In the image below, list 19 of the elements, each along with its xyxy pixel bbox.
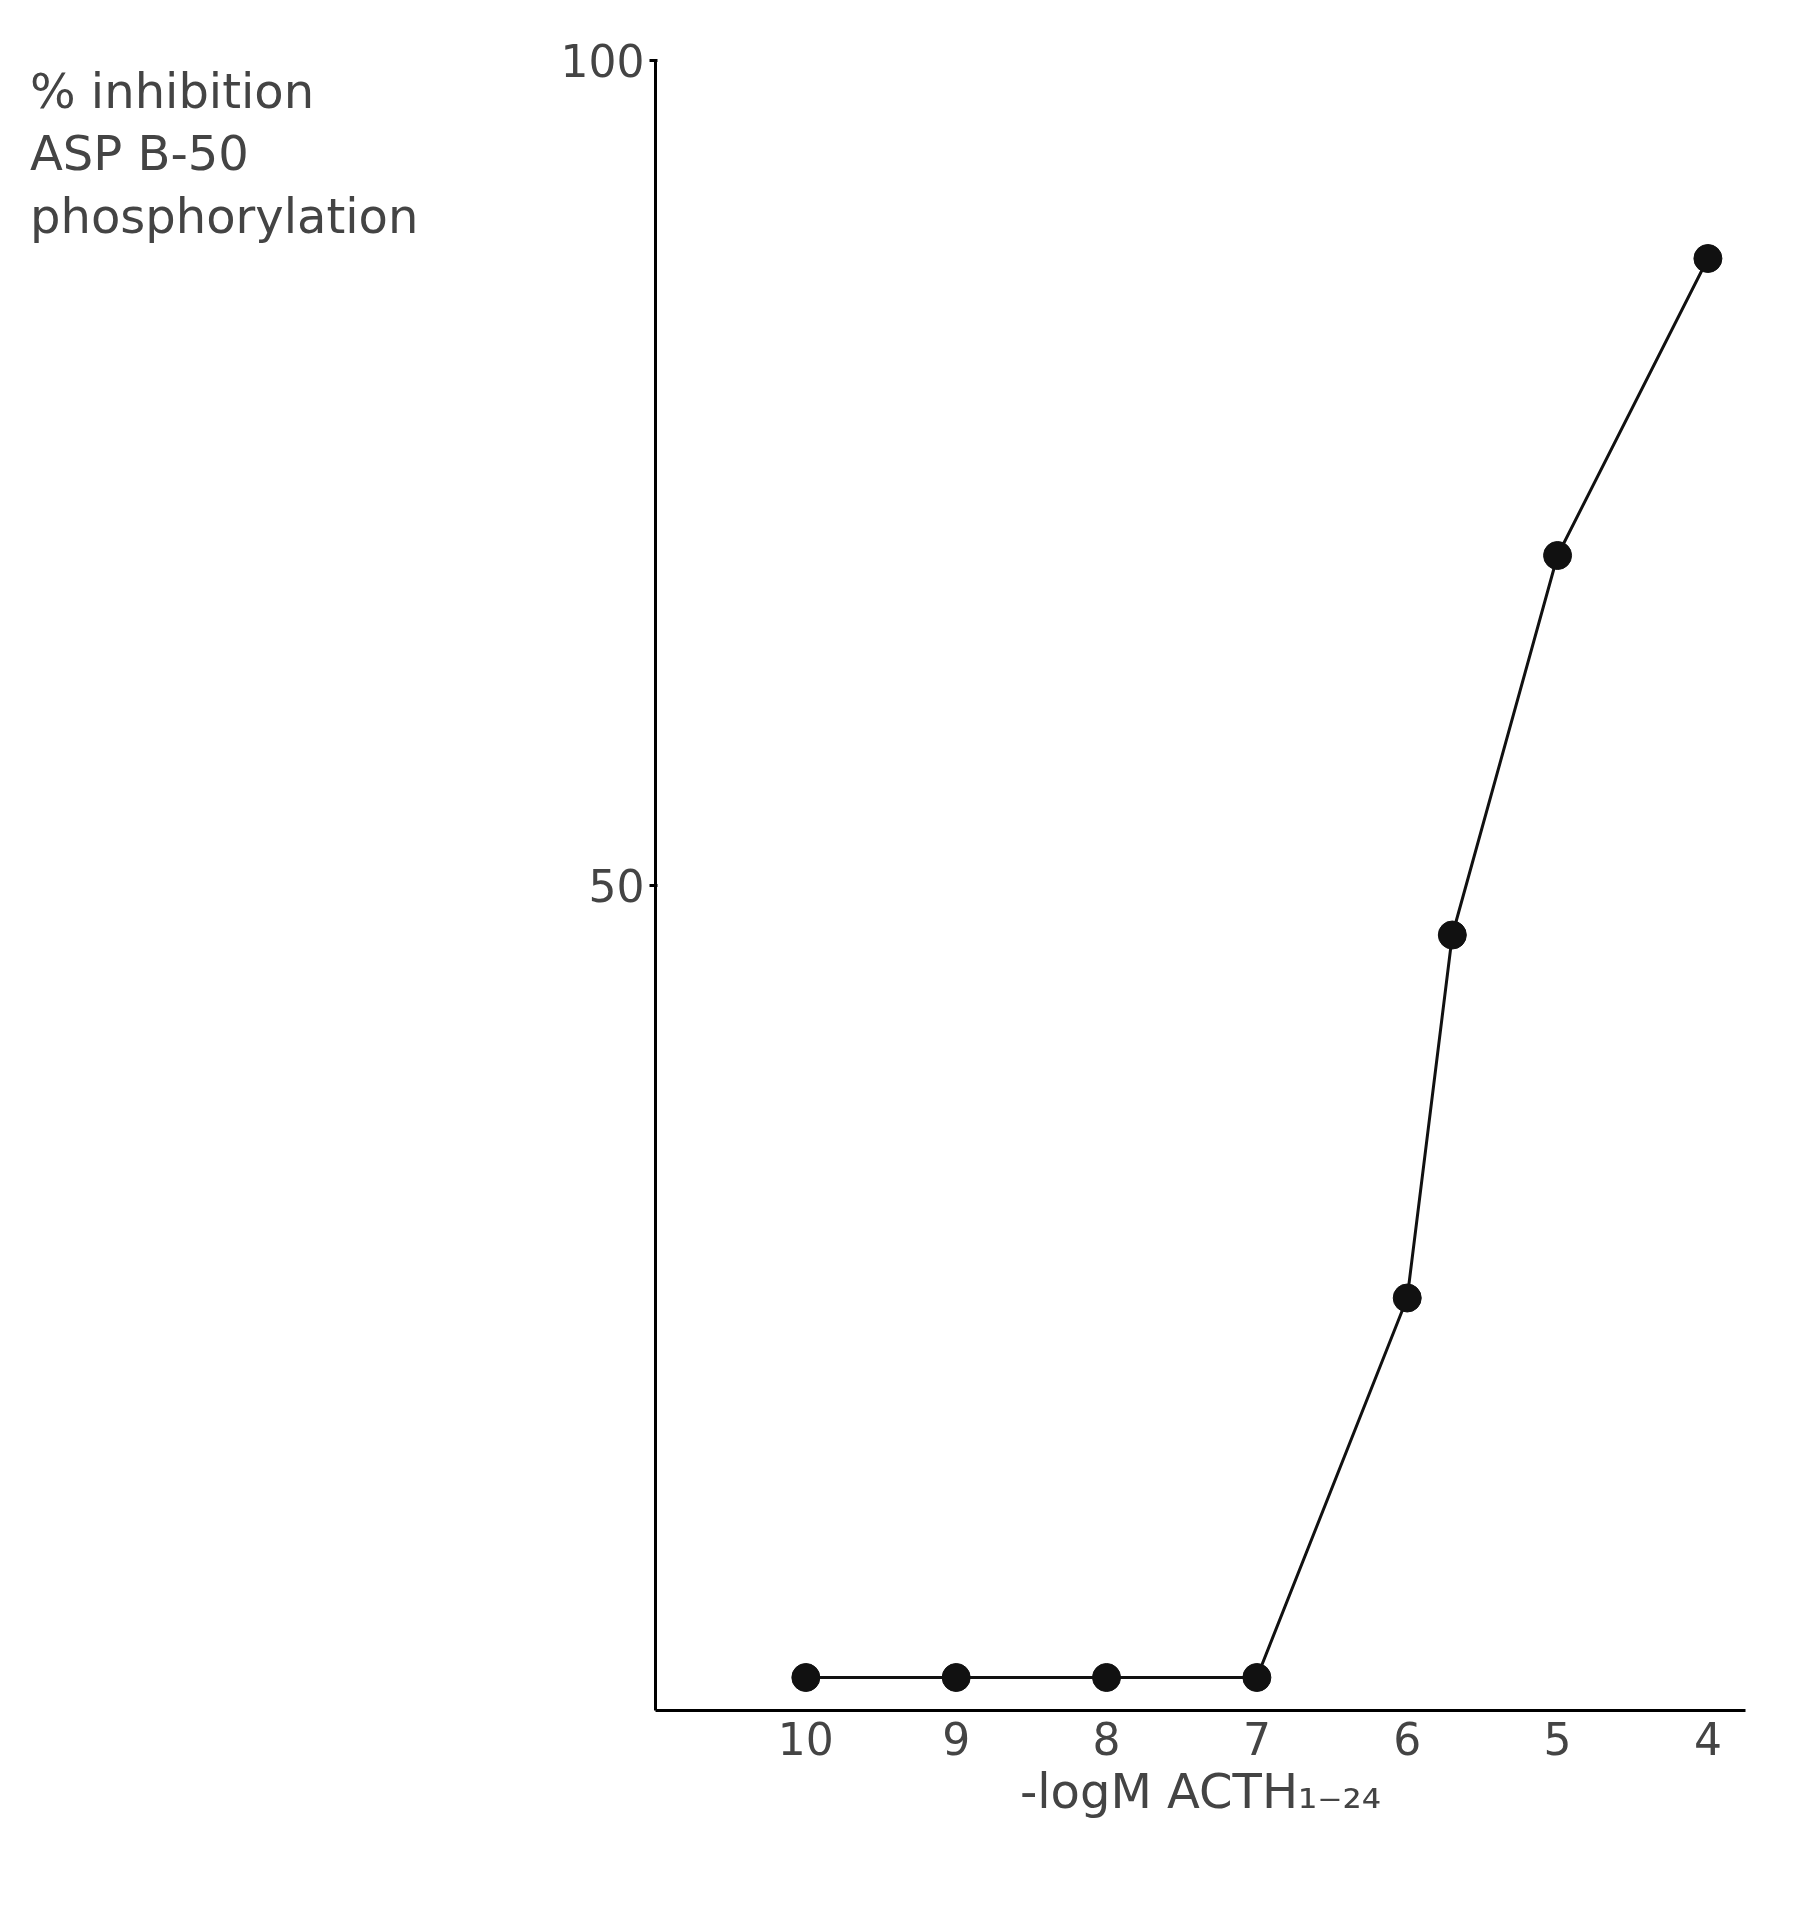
point: [941, 1663, 971, 1692]
x-tick-label: 6: [1393, 1713, 1422, 1765]
x-tick-label: 8: [1092, 1713, 1121, 1765]
x-axis-title: -logM ACTH₁₋₂₄: [1019, 1762, 1382, 1819]
point: [1543, 541, 1573, 570]
y-axis-title: % inhibition ASP B-50 phosphorylation: [30, 62, 419, 246]
y-tick-label: 100: [560, 36, 645, 87]
point: [1437, 920, 1467, 950]
point: [1242, 1663, 1272, 1692]
x-tick-label: 9: [942, 1713, 971, 1765]
point: [1092, 1663, 1122, 1692]
x-tick-label: 4: [1693, 1713, 1722, 1765]
point: [1392, 1283, 1422, 1313]
point: [1693, 244, 1723, 273]
x-tick-label: 5: [1543, 1713, 1572, 1765]
x-tick-label: 10: [777, 1713, 834, 1765]
point: [791, 1663, 821, 1692]
y-tick-label: 50: [588, 861, 645, 912]
x-tick-label: 7: [1242, 1713, 1271, 1765]
